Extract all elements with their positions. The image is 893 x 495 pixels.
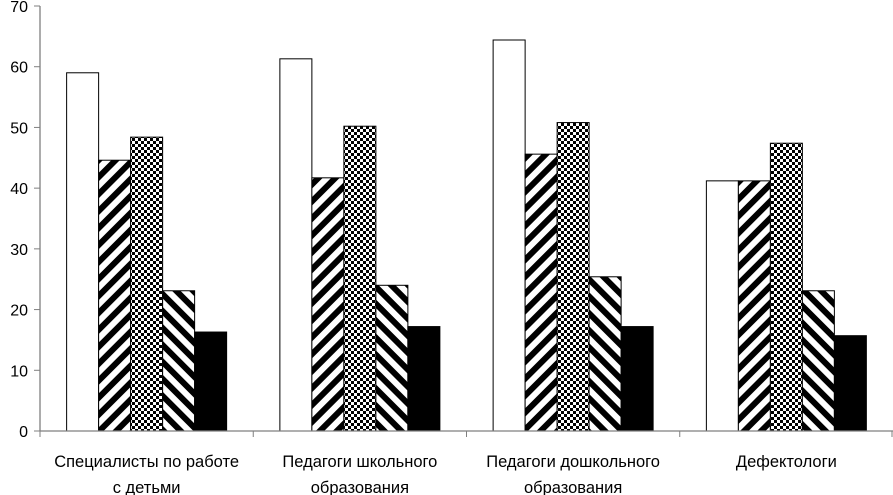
bars — [66, 39, 867, 432]
bar-series-1-category-4 — [705, 180, 739, 432]
bar-series-3-category-3 — [556, 122, 590, 432]
axes — [39, 6, 893, 437]
bar-series-1-category-1 — [66, 72, 100, 432]
y-tick-label: 60 — [10, 60, 28, 77]
y-tick-label: 50 — [10, 120, 28, 137]
bar-series-2-category-1 — [98, 159, 132, 432]
bar-series-4-category-1 — [162, 290, 196, 432]
bar-series-5-category-3 — [620, 326, 654, 432]
bar-series-3-category-4 — [769, 142, 803, 432]
category-label: образования — [524, 479, 622, 495]
category-label: Дефектологи — [736, 453, 837, 471]
bar-series-1-category-2 — [279, 58, 313, 432]
bar-series-4-category-4 — [801, 290, 835, 432]
bar-series-3-category-1 — [130, 136, 164, 432]
bar-series-5-category-4 — [833, 335, 867, 432]
category-labels: Специалисты по работе с детьми Педагоги шк… — [54, 453, 837, 495]
bar-series-5-category-2 — [407, 326, 441, 432]
category-label: Педагоги дошкольного — [486, 453, 660, 471]
bar-series-2-category-4 — [737, 180, 771, 432]
bar-series-3-category-2 — [343, 125, 377, 432]
y-tick-label: 0 — [19, 424, 28, 441]
y-tick-label: 70 — [10, 0, 28, 16]
bar-series-2-category-2 — [311, 177, 345, 432]
bar-series-4-category-3 — [588, 276, 622, 432]
y-tick-label: 40 — [10, 181, 28, 198]
y-tick-label: 30 — [10, 242, 28, 259]
bar-series-2-category-3 — [524, 153, 558, 432]
y-tick-label: 10 — [10, 363, 28, 380]
category-label: с детьми — [113, 479, 181, 495]
bar-series-4-category-2 — [375, 284, 409, 432]
bar-series-5-category-1 — [194, 331, 228, 432]
category-label: Педагоги школьного — [282, 453, 437, 471]
category-label: Специалисты по работе — [54, 453, 239, 471]
category-label: образования — [311, 479, 409, 495]
y-tick-label: 20 — [10, 303, 28, 320]
y-axis-ticks: 0 10 20 30 40 50 60 70 — [10, 0, 40, 441]
bar-series-1-category-3 — [492, 39, 526, 432]
